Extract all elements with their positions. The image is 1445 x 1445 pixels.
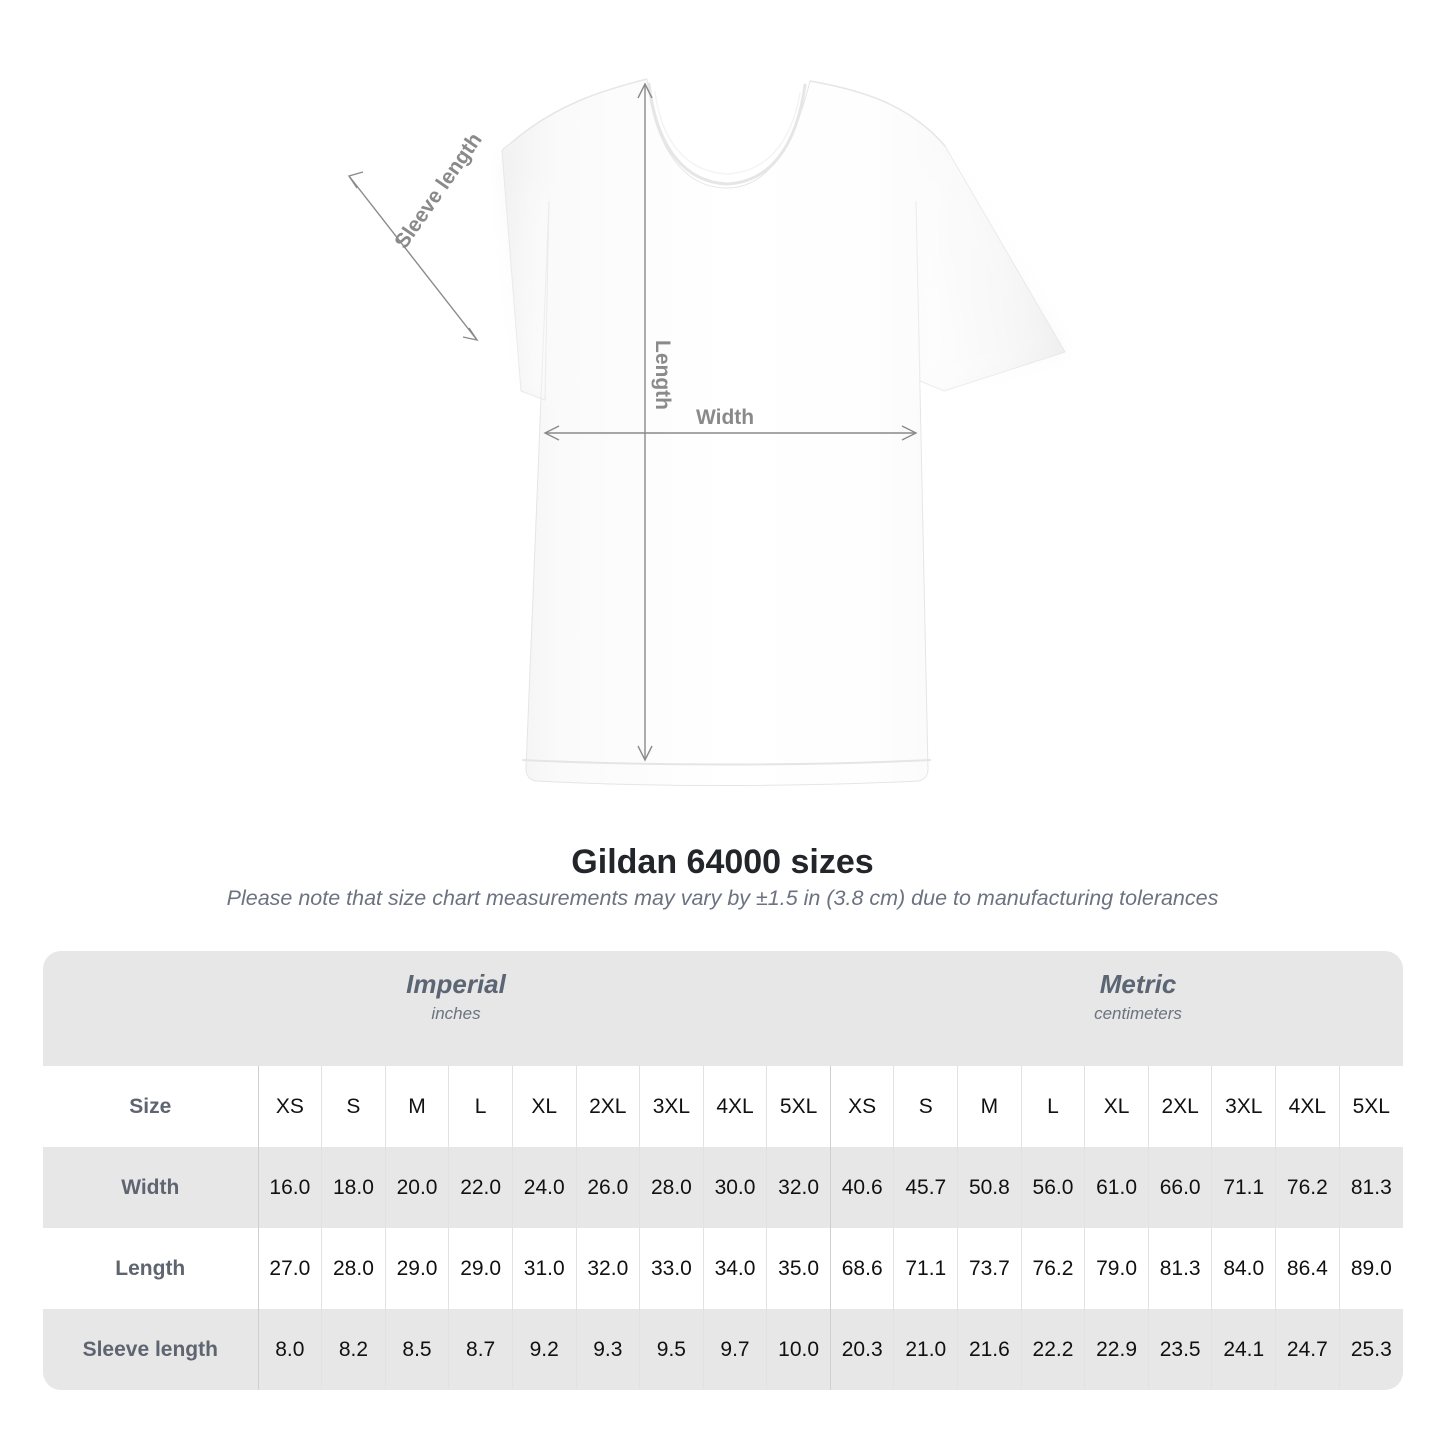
svg-text:Sleeve length: Sleeve length [390,129,486,253]
svg-text:Length: Length [651,340,674,410]
svg-text:Width: Width [696,406,754,429]
